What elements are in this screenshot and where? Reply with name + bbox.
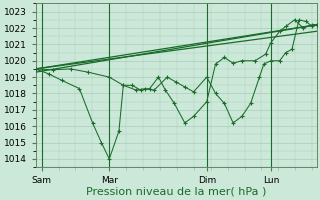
X-axis label: Pression niveau de la mer( hPa ): Pression niveau de la mer( hPa )	[86, 187, 266, 197]
